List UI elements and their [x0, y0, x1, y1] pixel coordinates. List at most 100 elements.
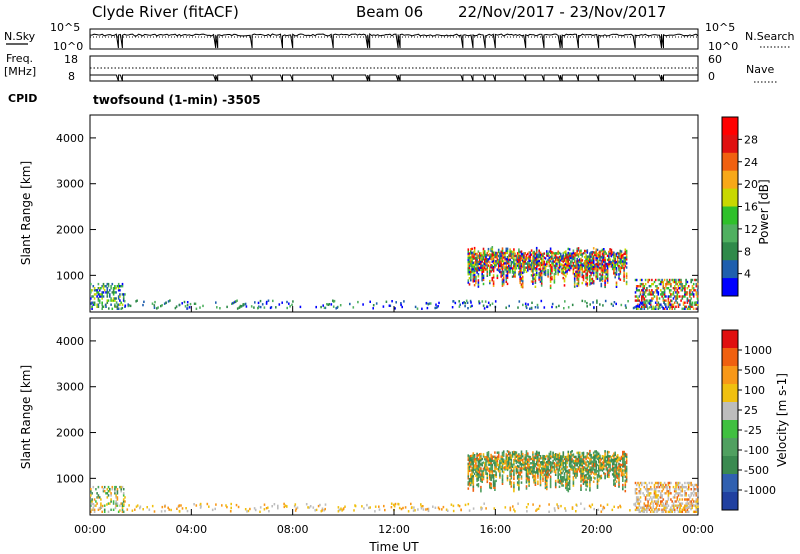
echo-cell	[654, 508, 656, 511]
echo-cell	[478, 455, 481, 458]
echo-cell	[625, 280, 628, 284]
echo-cell	[482, 258, 485, 261]
echo-cell	[524, 260, 527, 263]
echo-cell	[578, 470, 581, 473]
echo-cell	[558, 264, 561, 267]
echo-cell	[591, 456, 594, 459]
echo-cell	[673, 307, 676, 310]
echo-cell	[491, 469, 494, 473]
echo-cell	[400, 507, 403, 511]
echo-cell	[506, 479, 509, 482]
echo-cell	[606, 262, 609, 266]
echo-cell	[618, 473, 620, 476]
echo-cell	[525, 462, 528, 465]
echo-cell	[581, 476, 584, 480]
echo-cell	[513, 250, 515, 253]
echo-cell	[561, 471, 563, 475]
echo-cell	[516, 477, 519, 480]
echo-cell	[540, 469, 543, 472]
echo-cell	[513, 264, 515, 268]
echo-cell	[521, 275, 524, 279]
echo-cell	[467, 248, 470, 251]
echo-cell	[519, 275, 521, 278]
echo-cell	[616, 260, 619, 263]
echo-cell	[571, 303, 574, 307]
echo-cell	[641, 278, 643, 282]
echo-cell	[490, 482, 492, 486]
echo-cell	[686, 481, 689, 485]
echo-cell	[623, 463, 625, 466]
echo-cell	[482, 473, 485, 477]
echo-cell	[467, 502, 470, 506]
echo-cell	[520, 252, 523, 255]
echo-cell	[682, 287, 685, 290]
echo-cell	[597, 259, 600, 263]
echo-cell	[510, 483, 513, 486]
echo-cell	[609, 467, 611, 471]
echo-cell	[568, 464, 571, 468]
echo-cell	[589, 281, 591, 284]
echo-cell	[613, 473, 615, 476]
echo-cell	[625, 306, 627, 309]
echo-cell	[581, 474, 584, 478]
echo-cell	[93, 303, 96, 306]
echo-cell	[117, 282, 120, 286]
echo-cell	[567, 258, 570, 261]
echo-cell	[646, 498, 648, 501]
echo-cell	[576, 266, 578, 269]
echo-cell	[618, 458, 620, 461]
echo-cell	[576, 460, 578, 463]
echo-cell	[649, 285, 652, 288]
echo-cell	[657, 490, 660, 493]
echo-cell	[557, 480, 559, 484]
echo-cell	[529, 265, 532, 269]
echo-cell	[487, 451, 490, 454]
echo-cell	[601, 461, 604, 464]
echo-cell	[589, 462, 591, 465]
echo-cell	[544, 466, 547, 469]
colorbar-tick-label: 1000	[744, 344, 772, 357]
echo-cell	[157, 306, 159, 309]
echo-cell	[568, 473, 571, 476]
echo-cell	[557, 472, 559, 475]
echo-cell	[546, 475, 548, 478]
echo-cell	[573, 256, 576, 259]
echo-cell	[570, 459, 572, 462]
echo-cell	[473, 265, 476, 268]
echo-cell	[121, 506, 124, 509]
echo-cell	[492, 482, 495, 485]
echo-cell	[682, 508, 685, 511]
echo-cell	[497, 259, 500, 262]
echo-cell	[616, 474, 619, 478]
echo-cell	[670, 506, 672, 509]
echo-cell	[483, 266, 486, 270]
echo-cell	[596, 299, 598, 302]
echo-cell	[623, 465, 625, 468]
echo-cell	[684, 291, 686, 294]
echo-cell	[665, 299, 667, 302]
echo-cell	[538, 268, 540, 271]
echo-cell	[595, 452, 597, 455]
echo-cell	[475, 263, 477, 266]
echo-cell	[562, 467, 565, 471]
echo-cell	[611, 465, 614, 468]
echo-cell	[590, 273, 592, 277]
echo-cell	[92, 295, 95, 298]
echo-cell	[540, 461, 543, 464]
echo-cell	[565, 468, 567, 471]
echo-cell	[324, 503, 327, 506]
echo-cell	[641, 481, 643, 485]
echo-cell	[468, 262, 471, 265]
echo-cell	[587, 452, 590, 456]
echo-cell	[577, 253, 580, 256]
echo-cell	[472, 456, 475, 459]
echo-cell	[154, 300, 156, 304]
echo-cell	[557, 470, 559, 473]
echo-cell	[613, 251, 615, 254]
echo-cell	[544, 464, 547, 467]
echo-cell	[169, 299, 171, 302]
echo-cell	[483, 256, 486, 259]
echo-cell	[586, 472, 589, 476]
echo-cell	[679, 295, 681, 298]
echo-cell	[525, 474, 528, 478]
